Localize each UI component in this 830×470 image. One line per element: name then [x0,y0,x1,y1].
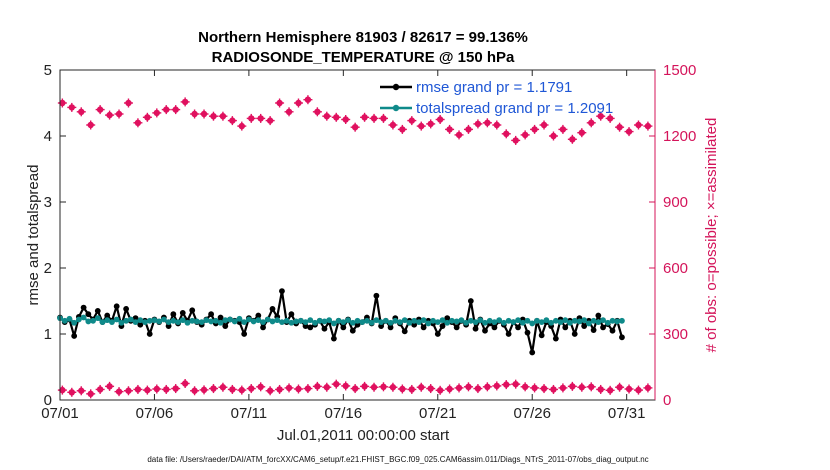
series-rmse-point [539,332,545,338]
x-tick-label: 07/21 [419,405,457,422]
series-rmse-point [270,306,276,312]
series-rmse-point [402,328,408,334]
left-tick-label: 2 [44,260,52,277]
right-tick-label: 600 [663,260,688,277]
series-rmse-point [492,325,498,331]
series-rmse-point [71,333,77,339]
chart-title: Northern Hemisphere 81903 / 82617 = 99.1… [198,29,528,46]
right-tick-label: 900 [663,194,688,211]
chart: Northern Hemisphere 81903 / 82617 = 99.1… [0,0,830,470]
right-tick-label: 0 [663,392,671,409]
legend-rmse-marker [393,84,399,90]
series-totalspread-point [81,315,87,321]
chart-subtitle: RADIOSONDE_TEMPERATURE @ 150 hPa [212,49,515,66]
series-rmse-point [525,330,531,336]
series-rmse-point [147,331,153,337]
series-rmse-point [553,336,559,342]
x-tick-label: 07/01 [41,405,79,422]
series-totalspread-point [619,318,625,324]
left-y-axis-label: rmse and totalspread [25,165,42,306]
footnote: data file: /Users/raeder/DAI/ATM_forcXX/… [147,455,648,464]
left-tick-label: 5 [44,62,52,79]
series-rmse-point [373,293,379,299]
series-rmse-point [435,331,441,337]
legend-spread-marker [393,105,399,111]
series-rmse-point [123,306,129,312]
series-rmse-point [288,311,294,317]
series-totalspread-point [114,317,120,323]
series-rmse-point [440,323,446,329]
left-tick-label: 1 [44,326,52,343]
series-rmse-point [572,331,578,337]
series-rmse-point [260,325,266,331]
x-tick-label: 07/26 [513,405,551,422]
series-rmse-point [421,325,427,331]
left-tick-label: 4 [44,128,52,145]
right-tick-label: 300 [663,326,688,343]
series-totalspread-point [95,315,101,321]
series-rmse-point [340,325,346,331]
series-rmse-point [85,311,91,317]
x-axis-label: Jul.01,2011 00:00:00 start [277,427,450,444]
series-rmse-point [350,328,356,334]
x-tick-label: 07/31 [608,405,646,422]
series-totalspread-point [237,316,243,322]
series-rmse-point [600,325,606,331]
series-rmse-point [515,325,521,331]
series-rmse-point [322,326,328,332]
series-rmse-point [506,331,512,337]
series-rmse-point [222,323,228,329]
right-y-ticks: 0 300 600 900 1200 1500 [649,62,696,409]
x-tick-label: 07/16 [325,405,363,422]
series-rmse-point [81,305,87,311]
legend-spread-text: totalspread grand pr = 1.2091 [416,100,613,117]
series-rmse-point [619,334,625,340]
series-rmse-point [529,350,535,356]
right-tick-label: 1500 [663,62,696,79]
series-rmse-point [170,311,176,317]
series-rmse-point [331,336,337,342]
x-tick-label: 07/11 [231,405,267,422]
series-rmse-point [482,328,488,334]
series-totalspread-point [71,320,77,326]
series-rmse-point [595,313,601,319]
series-rmse-point [468,298,474,304]
series-totalspread-point [581,317,587,323]
series-rmse-point [454,325,460,331]
series-rmse-point [241,331,247,337]
series-rmse-point [562,325,568,331]
series-rmse-point [610,328,616,334]
series-rmse-point [208,311,214,317]
series-rmse-point [279,288,285,294]
series-rmse-point [189,307,195,313]
left-tick-label: 3 [44,194,52,211]
x-tick-label: 07/06 [136,405,174,422]
right-tick-label: 1200 [663,128,696,145]
series-totalspread-point [326,317,332,323]
series-totalspread-point [421,317,427,323]
series-rmse-point [180,310,186,316]
series-totalspread-point [67,316,73,322]
legend-rmse-text: rmse grand pr = 1.1791 [416,79,572,96]
series-rmse-point [473,326,479,332]
series-rmse-point [114,303,120,309]
right-y-axis-label: # of obs: o=possible; ×=assimilated [703,118,720,353]
series-rmse-point [591,327,597,333]
series-rmse-point [95,308,101,314]
